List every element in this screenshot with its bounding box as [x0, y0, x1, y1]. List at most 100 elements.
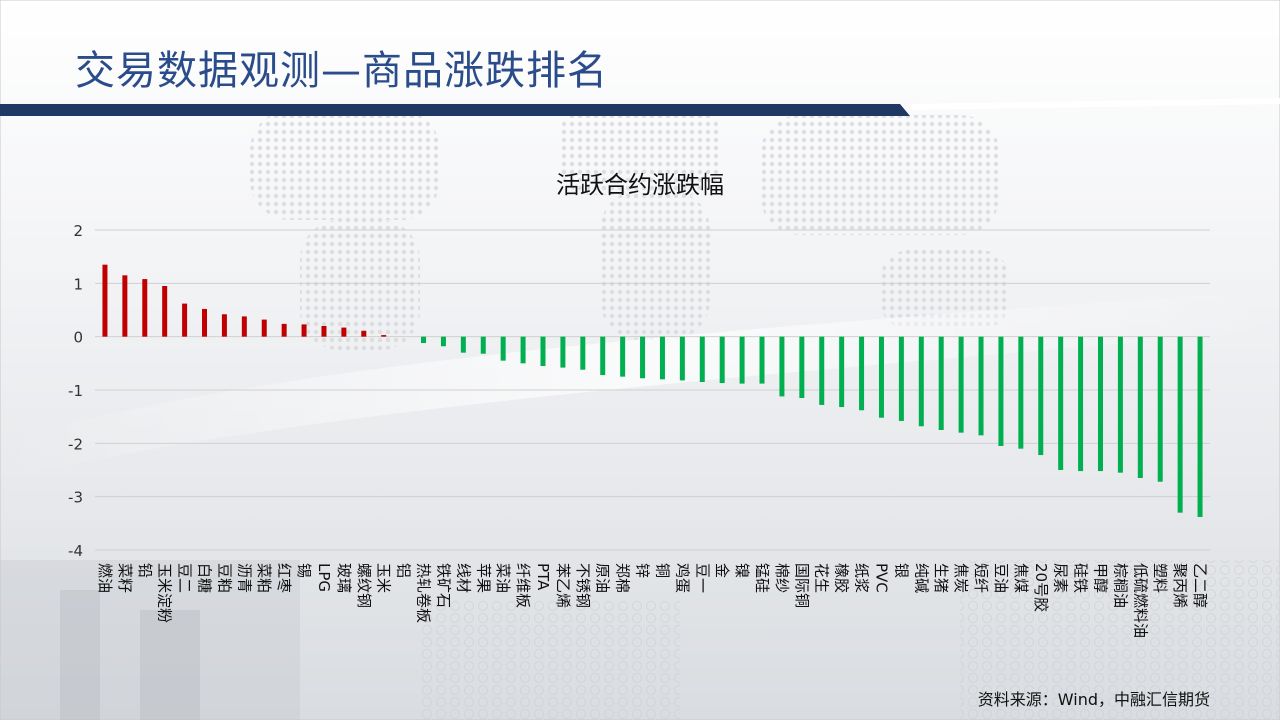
bar — [918, 336, 924, 427]
category-label: 尿素 — [1052, 563, 1070, 593]
category-label: 焦炭 — [952, 563, 970, 593]
category-label: 豆二 — [176, 563, 194, 593]
y-tick-label: 0 — [73, 329, 83, 347]
category-label: 短纤 — [972, 563, 990, 593]
bar — [620, 336, 626, 377]
bar — [898, 336, 904, 421]
chart-title: 活跃合约涨跌幅 — [556, 171, 724, 199]
bar — [540, 336, 546, 366]
category-label: 豆油 — [992, 563, 1010, 593]
bar — [321, 326, 327, 337]
category-label: LPG — [315, 563, 333, 592]
category-label: 白糖 — [196, 563, 214, 593]
bar — [1157, 336, 1163, 482]
category-label: 铜 — [653, 563, 671, 578]
bar — [859, 336, 865, 411]
category-label: 红枣 — [275, 563, 293, 593]
category-label: 菜粕 — [255, 563, 273, 593]
bar — [202, 308, 208, 337]
bar — [679, 336, 685, 381]
category-label: 棕榈油 — [1111, 563, 1129, 608]
bar — [819, 336, 825, 405]
bar — [520, 336, 526, 364]
category-label: 螺纹钢 — [355, 563, 373, 608]
category-label: 燃油 — [96, 563, 114, 593]
bar — [361, 330, 367, 337]
bar — [221, 314, 227, 337]
category-label: 铝 — [395, 563, 413, 578]
bar — [281, 323, 287, 337]
bar — [182, 303, 188, 337]
category-label: 铅 — [136, 563, 154, 578]
category-label: 郑棉 — [614, 563, 632, 593]
y-tick-label: -3 — [68, 489, 83, 507]
bar — [162, 286, 168, 337]
category-label: 锰硅 — [753, 563, 771, 593]
category-label: 玉米 — [375, 563, 393, 593]
category-label: 甲醇 — [1091, 563, 1109, 593]
category-label: 铁矿石 — [434, 563, 452, 608]
category-label: PTA — [534, 563, 552, 591]
bar — [978, 336, 984, 436]
bar — [480, 336, 486, 354]
category-label: 不锈钢 — [574, 563, 592, 608]
bar — [600, 336, 606, 376]
category-label: PVC — [872, 563, 890, 593]
bar — [1018, 336, 1024, 449]
bar — [779, 336, 785, 397]
category-label: 锡 — [295, 563, 313, 578]
bar — [1137, 336, 1143, 478]
bar — [421, 336, 427, 344]
bar — [1038, 336, 1044, 456]
bar — [1078, 336, 1084, 472]
source-note: 资料来源：Wind，中融汇信期货 — [977, 690, 1210, 709]
category-label: 纸浆 — [853, 563, 871, 593]
bar — [460, 336, 466, 353]
y-tick-label: -4 — [68, 542, 83, 560]
category-label: 乙二醇 — [1191, 563, 1209, 608]
category-label: 鸡蛋 — [673, 563, 691, 593]
bar — [580, 336, 586, 370]
category-label: 沥青 — [235, 563, 253, 593]
bar — [839, 336, 845, 408]
bar — [640, 336, 646, 379]
y-tick-label: 1 — [73, 275, 83, 293]
category-label: 豆粕 — [215, 563, 233, 593]
bar — [1117, 336, 1123, 473]
bar — [1197, 336, 1203, 517]
category-label: 聚丙烯 — [1171, 563, 1189, 608]
bar — [958, 336, 964, 433]
bar — [799, 336, 805, 398]
bar — [500, 336, 506, 361]
category-label: 菜油 — [494, 563, 512, 593]
bar — [1177, 336, 1183, 513]
category-label: 棉纱 — [773, 563, 791, 593]
bar — [739, 336, 745, 384]
category-label: 豆一 — [693, 563, 711, 593]
bar — [878, 336, 884, 418]
bar — [261, 319, 267, 337]
category-label: 锌 — [634, 563, 652, 578]
bar — [699, 336, 705, 382]
category-label: 玻璃 — [335, 563, 353, 593]
category-label: 国际铜 — [793, 563, 811, 608]
bar — [142, 279, 148, 337]
category-label: 纤维板 — [514, 563, 532, 608]
bar — [1058, 336, 1064, 470]
category-label: 纯碱 — [912, 563, 930, 593]
category-label: 生猪 — [932, 563, 950, 593]
category-label: 金 — [713, 563, 731, 578]
y-tick-label: 2 — [73, 222, 83, 240]
bar — [301, 324, 307, 337]
category-label: 热轧卷板 — [415, 563, 433, 623]
category-label: 原油 — [594, 563, 612, 593]
bar — [440, 336, 446, 347]
bar — [659, 336, 665, 380]
category-label: 橡胶 — [833, 563, 851, 593]
category-label: 菜籽 — [116, 563, 134, 593]
bar — [719, 336, 725, 384]
category-label: 银 — [892, 563, 910, 578]
category-label: 20号胶 — [1032, 563, 1050, 612]
